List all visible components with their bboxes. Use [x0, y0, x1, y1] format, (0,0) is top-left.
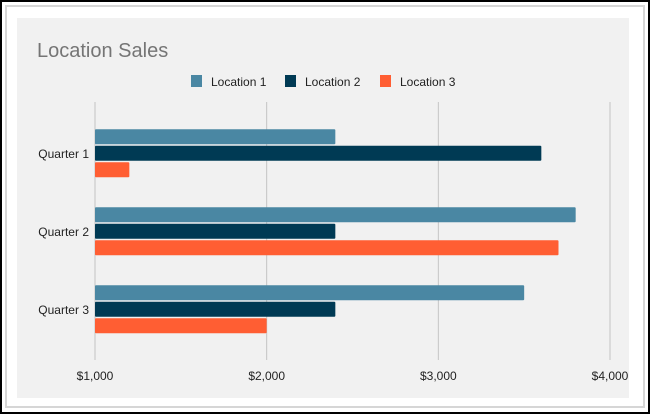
legend-swatch: [285, 75, 296, 87]
x-tick-label: $4,000: [592, 369, 629, 383]
bar-location-3-quarter-2: [95, 240, 559, 256]
bar-location-2-quarter-3: [95, 301, 336, 317]
bar-location-2-quarter-1: [95, 145, 542, 161]
bar-location-2-quarter-2: [95, 223, 336, 239]
chart-title: Location Sales: [37, 40, 168, 62]
y-category-label: Quarter 2: [38, 225, 89, 239]
bar-location-1-quarter-3: [95, 285, 525, 301]
x-tick-label: $3,000: [420, 369, 457, 383]
bar-location-1-quarter-2: [95, 207, 576, 223]
legend-label: Location 3: [400, 75, 456, 89]
legend-swatch: [380, 75, 391, 87]
x-tick-label: $1,000: [77, 369, 114, 383]
y-category-label: Quarter 1: [38, 147, 89, 161]
bar-location-3-quarter-1: [95, 162, 130, 178]
bar-location-3-quarter-3: [95, 318, 267, 334]
x-tick-label: $2,000: [248, 369, 285, 383]
legend-label: Location 2: [305, 75, 361, 89]
legend-label: Location 1: [211, 75, 267, 89]
y-category-label: Quarter 3: [38, 303, 89, 317]
legend-swatch: [191, 75, 202, 87]
bar-location-1-quarter-1: [95, 129, 336, 145]
